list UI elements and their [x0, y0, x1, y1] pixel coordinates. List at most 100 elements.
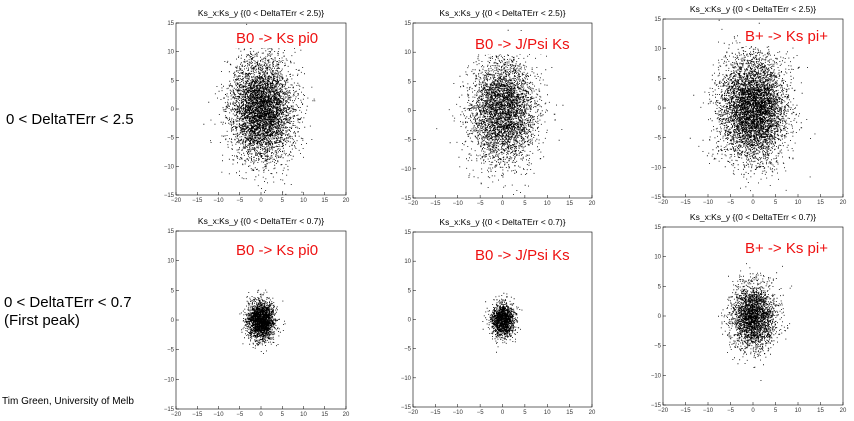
x-tick-label: −10 — [703, 200, 714, 206]
y-tick-label: 0 — [658, 314, 662, 320]
decay-channel-label: B0 -> Ks pi0 — [236, 242, 318, 259]
decay-label-box — [232, 27, 328, 48]
x-tick-label: 15 — [321, 412, 328, 418]
x-tick-label: −5 — [727, 408, 735, 414]
x-tick-label: 0 — [751, 200, 755, 206]
x-tick-label: 20 — [589, 410, 596, 416]
x-tick-label: 0 — [501, 410, 505, 416]
x-tick-label: 15 — [817, 408, 824, 414]
scatter-points — [718, 263, 793, 381]
y-tick-label: 15 — [404, 230, 411, 236]
y-tick-label: 15 — [654, 17, 661, 23]
y-tick-label: −15 — [401, 405, 412, 411]
x-tick-label: 15 — [321, 198, 328, 204]
x-tick-label: −15 — [430, 201, 441, 207]
y-tick-label: 0 — [408, 109, 412, 115]
scatter-panel-6: Ks_x:Ks_y {(0 < DeltaTErr < 0.7)}−20 −15−… — [651, 212, 847, 414]
x-tick-label: −20 — [171, 198, 182, 204]
decay-label-box — [471, 244, 591, 265]
y-tick-label: −5 — [654, 344, 662, 350]
panel-title: Ks_x:Ks_y {(0 < DeltaTErr < 0.7)} — [198, 216, 324, 226]
y-tick-label: 10 — [654, 47, 661, 53]
x-tick-label: −15 — [192, 412, 203, 418]
row-label-top: 0 < DeltaTErr < 2.5 — [6, 111, 134, 129]
y-tick-label: −5 — [654, 136, 662, 142]
panel-title: Ks_x:Ks_y {(0 < DeltaTErr < 2.5)} — [439, 8, 565, 18]
decay-channel-label: B0 -> J/Psi Ks — [475, 36, 570, 53]
x-tick-label: 5 — [774, 200, 778, 206]
x-tick-label: −10 — [213, 412, 224, 418]
x-tick-label: 0 — [751, 408, 755, 414]
y-tick-label: −15 — [401, 196, 412, 202]
panel-title: Ks_x:Ks_y {(0 < DeltaTErr < 0.7)} — [690, 212, 816, 222]
panel-title: Ks_x:Ks_y {(0 < DeltaTErr < 0.7)} — [439, 217, 565, 227]
y-tick-label: −5 — [404, 138, 412, 144]
x-tick-label: 20 — [840, 408, 847, 414]
y-tick-label: 10 — [167, 259, 174, 265]
y-tick-label: −5 — [167, 348, 175, 354]
decay-label-box — [741, 237, 841, 258]
panel-title: Ks_x:Ks_y {(0 < DeltaTErr < 2.5)} — [198, 8, 324, 18]
y-tick-label: 0 — [658, 106, 662, 112]
row-label-bottom-line-2: (First peak) — [4, 312, 80, 329]
x-tick-label: −15 — [192, 198, 203, 204]
y-tick-label: 10 — [404, 259, 411, 265]
decay-channel-label: B+ -> Ks pi+ — [745, 240, 828, 257]
x-tick-label: 20 — [343, 198, 350, 204]
x-tick-label: 10 — [300, 198, 307, 204]
y-tick-label: −10 — [651, 373, 662, 379]
decay-channel-label: B+ -> Ks pi+ — [745, 28, 828, 45]
x-tick-label: 10 — [544, 410, 551, 416]
row-label-bottom: 0 < DeltaTErr < 0.7 (First peak) — [4, 294, 132, 330]
footer-credit: Tim Green, University of Melb — [2, 396, 134, 407]
y-tick-label: −10 — [164, 164, 175, 170]
x-tick-label: 15 — [566, 410, 573, 416]
x-tick-label: 15 — [566, 201, 573, 207]
scatter-points — [436, 29, 564, 195]
y-tick-label: −5 — [167, 136, 175, 142]
scatter-points — [239, 289, 286, 354]
y-tick-label: −15 — [651, 403, 662, 409]
x-tick-label: 5 — [281, 412, 285, 418]
decay-channel-label: B0 -> J/Psi Ks — [475, 247, 570, 264]
x-tick-label: −5 — [477, 201, 485, 207]
x-tick-label: −10 — [703, 408, 714, 414]
row-label-bottom-line-1: 0 < DeltaTErr < 0.7 — [4, 294, 132, 311]
y-tick-label: 15 — [167, 21, 174, 27]
y-tick-label: 5 — [658, 76, 662, 82]
scatter-panel-1: Ks_x:Ks_y {(0 < DeltaTErr < 2.5)}−20 −15−… — [164, 8, 350, 204]
y-tick-label: 5 — [171, 78, 175, 84]
scatter-panel-5: Ks_x:Ks_y {(0 < DeltaTErr < 0.7)}−20 −15−… — [401, 217, 596, 416]
y-tick-label: −5 — [404, 347, 412, 353]
scatter-panel-3: Ks_x:Ks_y {(0 < DeltaTErr < 2.5)}−20 −15−… — [651, 4, 847, 206]
x-tick-label: 10 — [795, 200, 802, 206]
y-tick-label: −10 — [651, 165, 662, 171]
x-tick-label: −5 — [236, 412, 244, 418]
y-tick-label: −10 — [401, 376, 412, 382]
x-tick-label: 20 — [343, 412, 350, 418]
y-tick-label: 0 — [171, 107, 175, 113]
scatter-points — [203, 23, 316, 195]
x-tick-label: −15 — [680, 408, 691, 414]
y-tick-label: −10 — [401, 167, 412, 173]
x-tick-label: −20 — [408, 201, 419, 207]
y-tick-label: 5 — [408, 288, 412, 294]
y-tick-label: −15 — [164, 193, 175, 199]
decay-label-box — [471, 33, 591, 54]
x-tick-label: 5 — [774, 408, 778, 414]
scatter-panel-2: Ks_x:Ks_y {(0 < DeltaTErr < 2.5)}−20 −15−… — [401, 8, 596, 207]
y-tick-label: 15 — [404, 21, 411, 27]
y-tick-label: −10 — [164, 377, 175, 383]
x-tick-label: −5 — [477, 410, 485, 416]
y-tick-label: 5 — [408, 79, 412, 85]
y-tick-label: −15 — [651, 195, 662, 201]
x-tick-label: −5 — [236, 198, 244, 204]
x-tick-label: −15 — [680, 200, 691, 206]
x-tick-label: −10 — [453, 410, 464, 416]
row-label-top-line-1: 0 < DeltaTErr < 2.5 — [6, 111, 134, 128]
y-tick-label: 15 — [654, 225, 661, 231]
panel-title: Ks_x:Ks_y {(0 < DeltaTErr < 2.5)} — [690, 4, 816, 14]
decay-channel-label: B0 -> Ks pi0 — [236, 30, 318, 47]
decay-label-box — [741, 25, 841, 46]
x-tick-label: 10 — [300, 412, 307, 418]
